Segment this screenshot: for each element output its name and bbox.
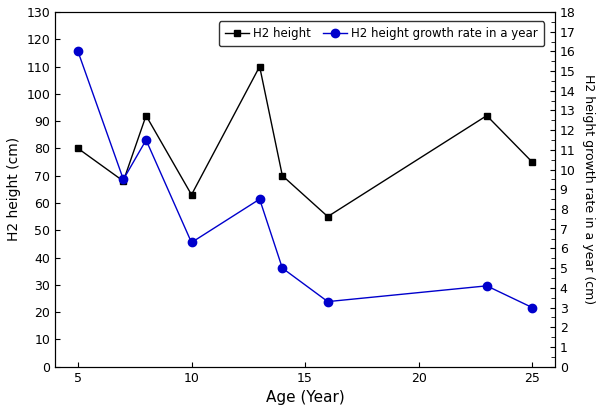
- H2 height: [143, 113, 150, 118]
- H2 height growth rate in a year: [529, 305, 536, 310]
- H2 height growth rate in a year: [279, 266, 286, 271]
- H2 height growth rate in a year: [143, 138, 150, 143]
- Line: H2 height growth rate in a year: H2 height growth rate in a year: [74, 47, 536, 312]
- H2 height: [120, 179, 127, 184]
- H2 height: [529, 159, 536, 164]
- H2 height growth rate in a year: [324, 299, 331, 304]
- H2 height: [256, 64, 263, 69]
- H2 height: [483, 113, 491, 118]
- Y-axis label: H2 height (cm): H2 height (cm): [7, 137, 21, 241]
- H2 height: [74, 146, 81, 151]
- Legend: H2 height, H2 height growth rate in a year: H2 height, H2 height growth rate in a ye…: [219, 21, 544, 46]
- H2 height growth rate in a year: [256, 197, 263, 201]
- X-axis label: Age (Year): Age (Year): [265, 390, 344, 405]
- H2 height: [324, 214, 331, 219]
- H2 height: [279, 173, 286, 178]
- H2 height: [188, 192, 195, 197]
- H2 height growth rate in a year: [188, 240, 195, 245]
- Y-axis label: H2 height growth rate in a year (cm): H2 height growth rate in a year (cm): [582, 74, 595, 304]
- H2 height growth rate in a year: [74, 49, 81, 54]
- H2 height growth rate in a year: [483, 283, 491, 288]
- H2 height growth rate in a year: [120, 177, 127, 182]
- Line: H2 height: H2 height: [75, 63, 536, 220]
